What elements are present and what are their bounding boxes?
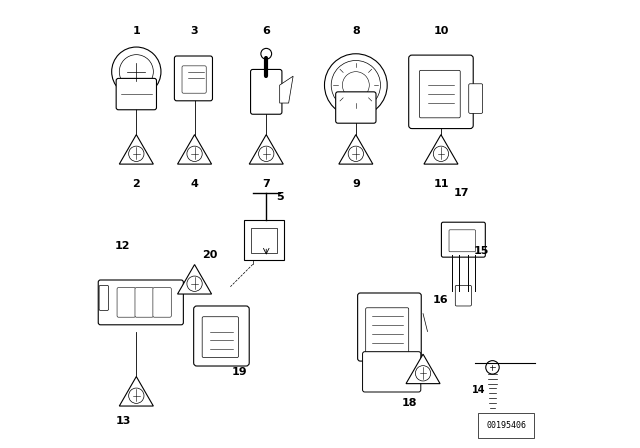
Text: 3: 3 [191,26,198,36]
FancyBboxPatch shape [99,280,184,325]
FancyBboxPatch shape [244,220,284,260]
Text: 4: 4 [191,179,198,189]
Polygon shape [424,135,458,164]
Circle shape [324,54,387,116]
Text: 2: 2 [132,179,140,189]
FancyBboxPatch shape [419,70,460,118]
Text: 10: 10 [433,26,449,36]
FancyBboxPatch shape [194,306,249,366]
FancyBboxPatch shape [182,66,206,93]
Text: 11: 11 [433,179,449,189]
Text: 8: 8 [352,26,360,36]
FancyBboxPatch shape [358,293,421,361]
FancyBboxPatch shape [153,288,172,317]
Polygon shape [339,135,373,164]
FancyBboxPatch shape [362,352,421,392]
Polygon shape [177,135,212,164]
Circle shape [112,47,161,96]
Text: 7: 7 [262,179,270,189]
FancyBboxPatch shape [116,78,157,110]
FancyBboxPatch shape [251,69,282,114]
FancyBboxPatch shape [449,230,476,252]
Text: 5: 5 [276,192,284,202]
Polygon shape [406,354,440,383]
Text: 00195406: 00195406 [486,421,526,430]
Polygon shape [177,265,212,294]
Polygon shape [119,377,154,406]
FancyBboxPatch shape [251,228,278,253]
Polygon shape [249,135,284,164]
FancyBboxPatch shape [335,92,376,123]
Text: 9: 9 [352,179,360,189]
Circle shape [261,48,271,59]
FancyBboxPatch shape [442,222,485,257]
FancyBboxPatch shape [135,288,154,317]
FancyBboxPatch shape [468,84,483,113]
Polygon shape [280,76,293,103]
Text: 18: 18 [402,398,417,408]
Text: 20: 20 [202,250,218,260]
FancyBboxPatch shape [409,55,473,129]
Text: 14: 14 [472,385,486,395]
Text: 12: 12 [115,241,131,251]
FancyBboxPatch shape [174,56,212,101]
Text: 1: 1 [132,26,140,36]
Text: 6: 6 [262,26,270,36]
Circle shape [486,361,499,374]
Text: 19: 19 [232,367,247,377]
Text: 13: 13 [115,416,131,426]
Text: 16: 16 [433,295,449,305]
Polygon shape [119,135,154,164]
Text: 17: 17 [453,188,469,198]
FancyBboxPatch shape [202,317,239,358]
Text: 15: 15 [474,246,489,256]
FancyBboxPatch shape [365,308,409,353]
FancyBboxPatch shape [99,285,109,310]
FancyBboxPatch shape [455,285,472,306]
FancyBboxPatch shape [117,288,136,317]
